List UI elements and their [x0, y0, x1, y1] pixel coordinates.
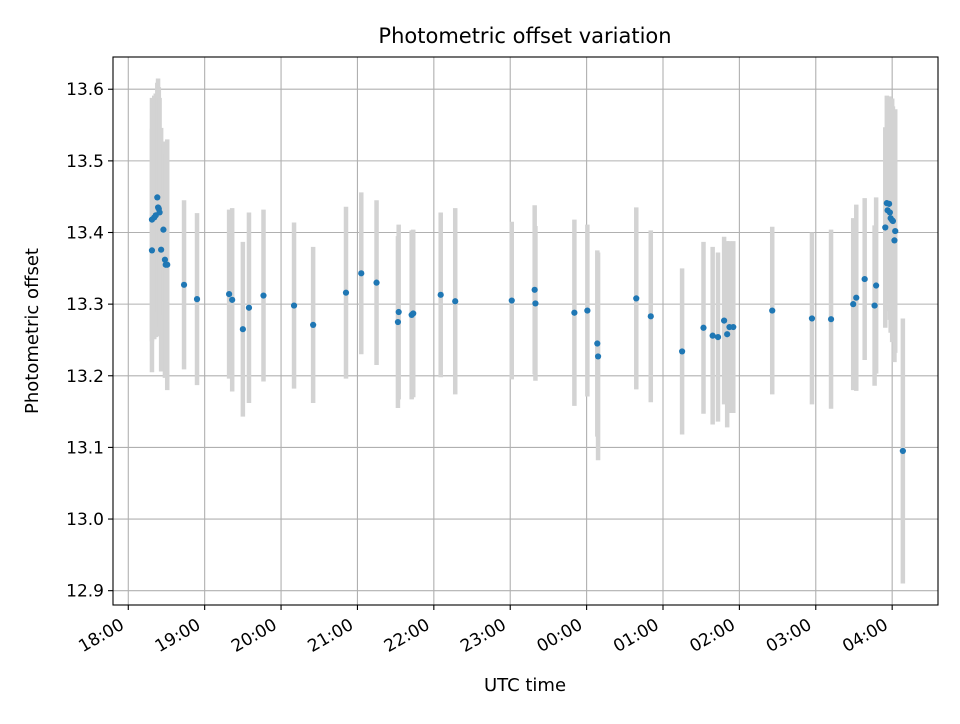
data-point	[229, 296, 236, 303]
data-point	[239, 326, 246, 333]
data-point	[245, 304, 253, 311]
y-tick-label: 13.1	[66, 438, 104, 458]
plot-frame	[112, 56, 939, 606]
data-point	[886, 200, 893, 207]
data-point	[714, 333, 722, 341]
data-point	[531, 286, 538, 293]
data-point	[290, 302, 298, 309]
data-point	[410, 310, 417, 317]
data-point	[452, 298, 459, 305]
data-point	[769, 307, 776, 314]
y-axis-label: Photometric offset	[22, 248, 43, 414]
data-point	[709, 332, 716, 339]
data-point	[892, 227, 899, 235]
data-point	[571, 309, 578, 316]
data-point	[226, 291, 233, 298]
data-point	[808, 315, 816, 322]
data-point	[871, 302, 878, 309]
data-point	[827, 316, 835, 323]
data-point	[342, 289, 350, 296]
data-point	[584, 307, 591, 314]
data-point	[594, 353, 602, 360]
data-point	[891, 237, 898, 244]
data-point	[395, 308, 402, 316]
data-point	[899, 447, 906, 455]
data-point	[721, 317, 728, 324]
data-point	[647, 313, 654, 320]
data-point	[532, 300, 539, 307]
data-point	[437, 291, 444, 298]
y-tick-label: 13.4	[66, 224, 104, 244]
data-point	[889, 217, 897, 225]
data-point	[700, 324, 707, 331]
data-point	[886, 209, 893, 216]
y-axis-ticks: 12.9 13.0 13.1 13.2 13.3 13.4 13.5 13.6	[66, 80, 113, 602]
data-point	[373, 279, 380, 286]
data-point	[861, 275, 868, 283]
y-tick-label: 12.9	[66, 582, 104, 602]
x-axis-label: UTC time	[484, 675, 566, 696]
data-point	[148, 247, 156, 254]
data-point	[164, 261, 171, 268]
data-point	[724, 331, 731, 338]
data-point	[882, 224, 889, 231]
data-point	[678, 348, 686, 355]
data-point	[180, 281, 188, 288]
chart-title: Photometric offset variation	[378, 24, 671, 48]
data-point	[158, 246, 165, 253]
data-point	[730, 323, 737, 331]
data-point	[160, 226, 167, 233]
y-tick-label: 13.6	[66, 80, 104, 100]
data-point	[873, 282, 880, 289]
data-point	[394, 318, 402, 326]
data-point	[508, 297, 515, 304]
data-point	[154, 194, 161, 201]
data-points	[148, 194, 906, 455]
data-point	[193, 296, 201, 303]
data-point	[853, 294, 860, 301]
data-point	[633, 295, 640, 302]
data-point	[594, 340, 601, 347]
data-point	[358, 270, 365, 277]
data-point	[156, 209, 163, 216]
y-tick-label: 13.0	[66, 510, 104, 530]
y-tick-label: 13.5	[66, 152, 104, 172]
data-point	[161, 256, 169, 263]
data-point	[850, 301, 857, 308]
y-tick-label: 13.2	[66, 367, 104, 387]
data-point	[260, 292, 267, 299]
data-point	[310, 321, 317, 329]
y-tick-label: 13.3	[66, 295, 104, 315]
